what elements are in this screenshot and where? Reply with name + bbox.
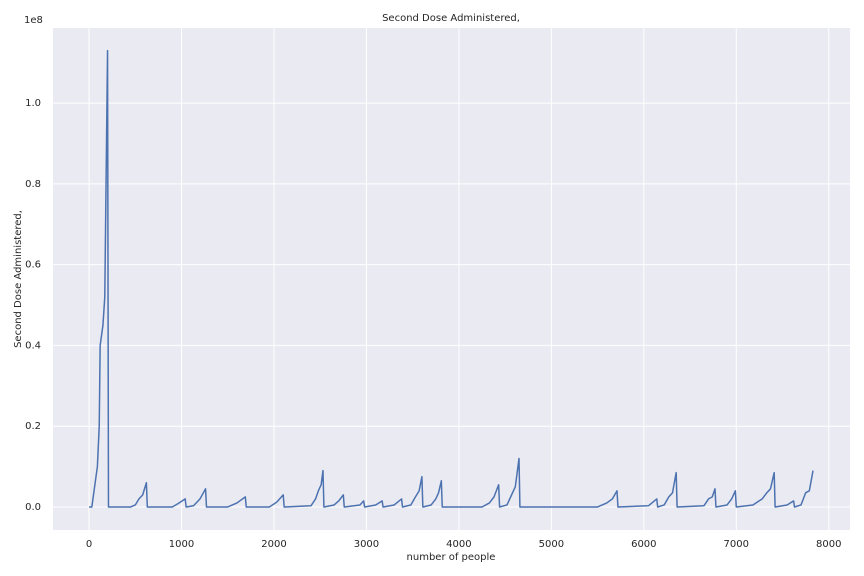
x-tick-label: 0 (86, 539, 92, 550)
line-series (89, 49, 814, 508)
x-tick-label: 7000 (724, 539, 749, 550)
x-tick-label: 5000 (539, 539, 564, 550)
y-tick-label: 0.2 (25, 421, 41, 432)
y-axis-label: Second Dose Administered, (13, 210, 24, 348)
x-tick-label: 6000 (631, 539, 656, 550)
chart-title: Second Dose Administered, (382, 13, 520, 24)
y-tick-label: 0.6 (25, 260, 41, 271)
y-tick-label: 0.4 (25, 340, 41, 351)
plot-area (53, 28, 850, 530)
y-offset-label: 1e8 (24, 15, 43, 26)
x-tick-label: 1000 (169, 539, 194, 550)
y-tick-label: 1.0 (25, 98, 41, 109)
x-tick-label: 2000 (261, 539, 286, 550)
x-tick-label: 4000 (446, 539, 471, 550)
y-tick-label: 0.0 (25, 502, 41, 513)
x-axis-label: number of people (407, 552, 496, 563)
x-tick-label: 3000 (354, 539, 379, 550)
y-tick-label: 0.8 (25, 179, 41, 190)
x-tick-label: 8000 (816, 539, 841, 550)
